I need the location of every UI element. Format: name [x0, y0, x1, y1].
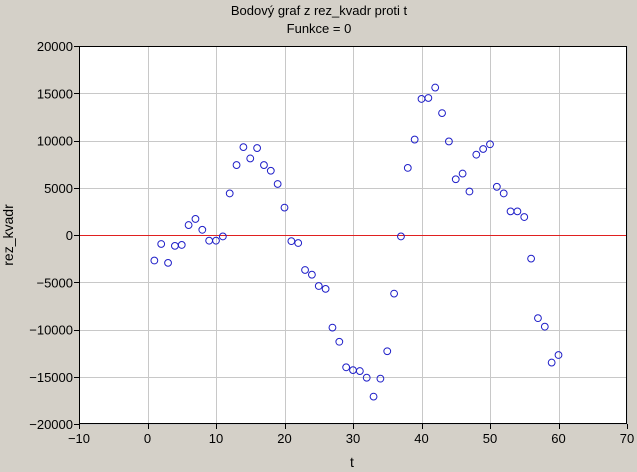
data-point: [177, 241, 186, 249]
data-point: [438, 109, 446, 117]
data-point: [472, 150, 481, 159]
data-point: [540, 322, 549, 331]
data-point: [383, 347, 392, 356]
data-point: [492, 182, 501, 191]
data-point: [424, 94, 433, 102]
x-tick-label: 20: [277, 431, 291, 446]
data-point: [451, 175, 460, 184]
data-point: [520, 213, 529, 221]
data-point: [157, 240, 166, 248]
data-point: [458, 169, 467, 178]
x-tick-label: 70: [620, 431, 634, 446]
data-point: [335, 337, 344, 346]
y-tick-label: 0: [66, 228, 73, 243]
y-tick-label: 5000: [44, 181, 73, 196]
data-point: [527, 254, 535, 263]
y-tick-label: 20000: [37, 39, 73, 54]
data-point: [301, 266, 309, 274]
chart-subtitle: Funkce = 0: [287, 21, 352, 36]
data-point: [260, 161, 268, 169]
x-tick-label: 50: [483, 431, 497, 446]
data-point: [150, 256, 159, 265]
x-tick-label: 0: [144, 431, 151, 446]
data-point: [486, 140, 494, 149]
chart-title: Bodový graf z rez_kvadr proti t: [231, 3, 408, 18]
data-point: [218, 232, 227, 241]
data-point: [232, 161, 241, 169]
y-tick-label: −10000: [29, 323, 73, 338]
data-point: [266, 166, 275, 175]
data-point: [314, 282, 323, 290]
data-point: [253, 144, 262, 152]
data-point: [184, 221, 193, 229]
data-point: [321, 284, 330, 293]
data-point: [280, 203, 289, 212]
data-point: [239, 143, 248, 152]
y-tick-label: 10000: [37, 134, 73, 149]
data-point: [390, 289, 399, 298]
data-point: [431, 83, 440, 92]
data-point: [465, 187, 474, 196]
data-point: [225, 189, 234, 198]
data-point: [445, 137, 453, 146]
data-point: [355, 367, 364, 375]
data-point: [342, 363, 351, 372]
data-point: [369, 392, 378, 401]
data-point: [273, 180, 282, 188]
data-point: [164, 258, 172, 267]
data-point: [513, 207, 522, 216]
y-axis-label: rez_kvadr: [0, 204, 16, 266]
y-tick-label: 15000: [37, 86, 73, 101]
data-point: [410, 135, 419, 144]
data-point: [362, 373, 371, 382]
data-points: [150, 83, 563, 401]
data-point: [403, 164, 412, 172]
x-tick-label: 30: [346, 431, 360, 446]
data-point: [499, 189, 508, 198]
x-tick-label: −10: [68, 431, 90, 446]
x-tick-label: 40: [414, 431, 428, 446]
x-tick-label: 10: [209, 431, 223, 446]
data-point: [328, 323, 337, 332]
x-axis-ticks: −10 0 10 20 30 40 50 60 70: [68, 424, 634, 446]
data-point: [547, 358, 556, 367]
x-tick-label: 60: [551, 431, 565, 446]
plot-border: [79, 46, 627, 424]
data-point: [397, 232, 405, 241]
data-point: [376, 374, 385, 383]
data-point: [554, 351, 563, 359]
data-point: [246, 154, 255, 163]
data-point: [534, 314, 542, 323]
y-tick-label: −5000: [36, 275, 73, 290]
y-axis-ticks: −20000 −15000 −10000 −5000 0 5000 10000 15000 20…: [29, 39, 79, 432]
y-tick-label: −20000: [29, 417, 73, 432]
x-axis-label: t: [350, 454, 354, 470]
data-point: [479, 145, 488, 153]
y-tick-label: −15000: [29, 370, 73, 385]
data-point: [287, 237, 296, 246]
data-point: [212, 236, 220, 245]
data-point: [191, 215, 200, 223]
data-point: [308, 270, 316, 279]
data-point: [198, 225, 207, 234]
data-point: [294, 239, 303, 247]
